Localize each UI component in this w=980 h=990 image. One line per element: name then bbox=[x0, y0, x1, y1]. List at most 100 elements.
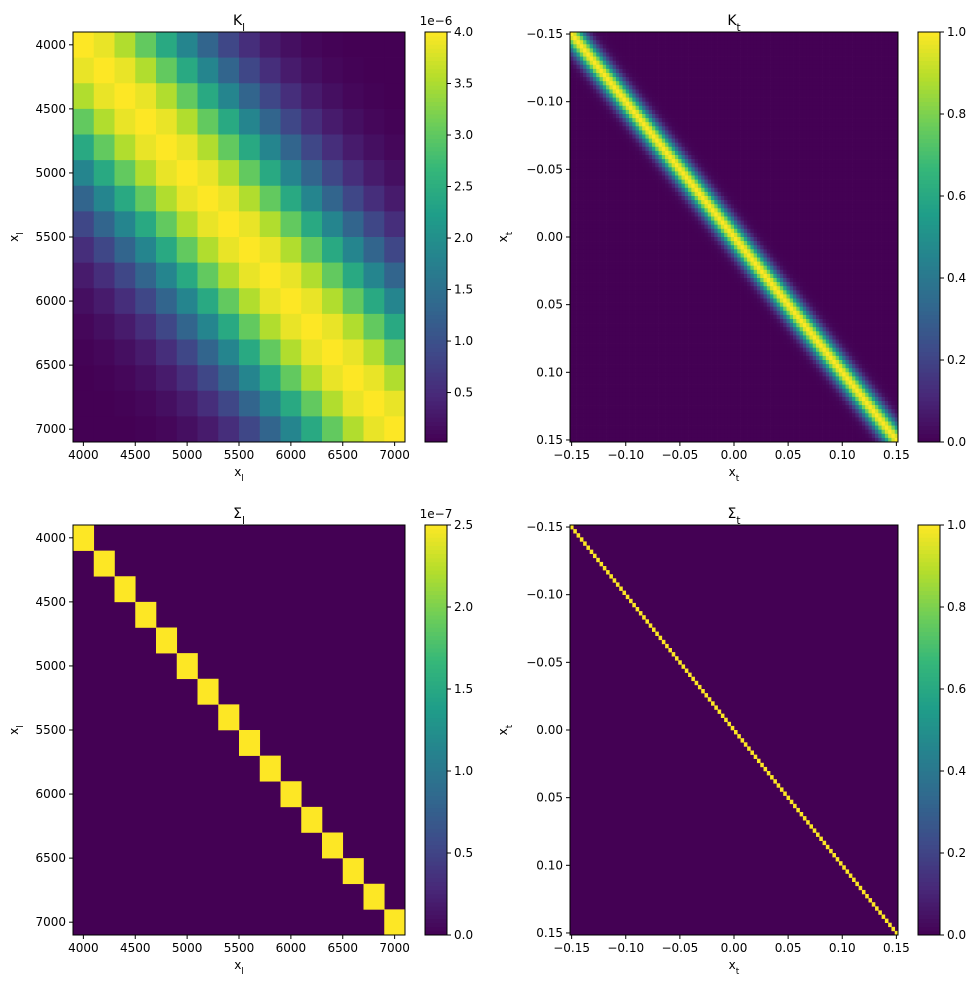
heatmap-cell bbox=[691, 187, 695, 193]
heatmap-cell bbox=[197, 416, 219, 443]
heatmap-cell bbox=[740, 163, 745, 168]
heatmap-cell bbox=[888, 171, 892, 176]
heatmap-cell bbox=[678, 114, 682, 119]
heatmap-cell bbox=[592, 85, 597, 90]
heatmap-cell bbox=[875, 114, 879, 119]
heatmap-cell bbox=[845, 52, 850, 57]
heatmap-cell bbox=[218, 262, 240, 289]
heatmap-cell bbox=[822, 36, 827, 41]
heatmap-cell bbox=[770, 183, 774, 189]
heatmap-cell bbox=[720, 68, 725, 74]
heatmap-cell bbox=[822, 105, 827, 111]
heatmap-cell bbox=[783, 167, 787, 172]
heatmap-cell bbox=[852, 191, 856, 197]
heatmap-cell bbox=[619, 52, 623, 57]
heatmap-cell bbox=[740, 146, 745, 152]
heatmap-cell bbox=[835, 200, 840, 205]
heatmap-cell bbox=[714, 171, 718, 176]
heatmap-cell bbox=[589, 167, 594, 172]
heatmap-cell bbox=[871, 60, 876, 66]
heatmap-cell bbox=[259, 339, 281, 366]
heatmap-cell bbox=[691, 68, 695, 74]
heatmap-cell bbox=[760, 114, 764, 119]
heatmap-cell bbox=[619, 118, 623, 123]
heatmap-cell bbox=[855, 159, 859, 164]
heatmap-cell bbox=[727, 126, 732, 131]
heatmap-cell bbox=[789, 32, 794, 37]
heatmap-cell bbox=[688, 73, 692, 78]
heatmap-cell bbox=[661, 109, 666, 115]
heatmap-cell bbox=[766, 159, 771, 164]
heatmap-cell bbox=[583, 146, 587, 152]
heatmap-cell bbox=[615, 142, 620, 148]
heatmap-cell bbox=[806, 114, 810, 119]
heatmap-cell bbox=[789, 85, 794, 90]
heatmap-cell bbox=[638, 167, 643, 172]
heatmap-cell bbox=[756, 167, 761, 172]
heatmap-cell bbox=[589, 44, 594, 49]
heatmap-cell bbox=[652, 89, 656, 94]
heatmap-cell bbox=[697, 56, 702, 62]
heatmap-cell bbox=[737, 191, 741, 197]
heatmap-cell bbox=[796, 97, 800, 103]
heatmap-cell bbox=[612, 77, 617, 82]
heatmap-cell bbox=[858, 44, 863, 49]
heatmap-cell bbox=[737, 134, 741, 139]
heatmap-cell bbox=[629, 32, 633, 37]
heatmap-cell bbox=[786, 142, 791, 148]
heatmap-cell bbox=[812, 73, 817, 78]
heatmap-cell bbox=[658, 146, 663, 152]
heatmap-cell bbox=[770, 163, 774, 168]
heatmap-cell bbox=[658, 159, 663, 164]
heatmap-cell bbox=[848, 200, 853, 205]
heatmap-cell bbox=[740, 85, 745, 90]
heatmap-cell bbox=[720, 183, 725, 189]
heatmap-cell bbox=[842, 105, 846, 111]
heatmap-cell bbox=[711, 163, 715, 168]
heatmap-cell bbox=[678, 52, 682, 57]
heatmap-cell bbox=[747, 64, 751, 70]
heatmap-cell bbox=[570, 68, 574, 74]
heatmap-cell bbox=[891, 200, 896, 205]
heatmap-cell bbox=[218, 57, 240, 84]
heatmap-cell bbox=[655, 155, 659, 160]
heatmap-cell bbox=[632, 212, 636, 217]
heatmap-cell bbox=[599, 175, 604, 180]
heatmap-cell bbox=[176, 365, 198, 392]
heatmap-cell bbox=[280, 313, 302, 340]
heatmap-cell bbox=[599, 183, 604, 189]
heatmap-cell bbox=[612, 138, 617, 144]
heatmap-cell bbox=[615, 163, 620, 168]
heatmap-cell bbox=[684, 159, 689, 164]
heatmap-cell bbox=[619, 183, 623, 189]
heatmap-cell bbox=[707, 126, 712, 131]
heatmap-cell bbox=[602, 64, 607, 70]
heatmap-cell bbox=[842, 97, 846, 103]
heatmap-cell bbox=[881, 159, 886, 164]
heatmap-cell bbox=[691, 52, 695, 57]
heatmap-cell bbox=[861, 126, 866, 131]
heatmap-cell bbox=[596, 36, 600, 41]
heatmap-cell bbox=[342, 32, 364, 58]
heatmap-cell bbox=[688, 109, 692, 115]
heatmap-cell bbox=[691, 179, 695, 185]
heatmap-cell bbox=[93, 262, 115, 289]
heatmap-cell bbox=[609, 64, 613, 70]
heatmap-cell bbox=[799, 130, 804, 135]
heatmap-cell bbox=[573, 85, 577, 90]
heatmap-cell bbox=[779, 208, 784, 213]
colorbar-segment bbox=[425, 73, 447, 78]
heatmap-cell bbox=[596, 68, 600, 74]
heatmap-cell bbox=[734, 68, 738, 74]
heatmap-cell bbox=[822, 64, 827, 70]
heatmap-cell bbox=[763, 122, 768, 127]
heatmap-cell bbox=[753, 142, 758, 148]
heatmap-cell bbox=[609, 134, 613, 139]
heatmap-cell bbox=[622, 114, 627, 119]
x-tick-label: 6000 bbox=[276, 448, 307, 462]
heatmap-cell bbox=[570, 155, 574, 160]
heatmap-cell bbox=[740, 40, 745, 45]
heatmap-cell bbox=[822, 175, 827, 180]
colorbar-tick-label: 1.5 bbox=[454, 283, 473, 297]
heatmap-cell bbox=[724, 68, 728, 74]
